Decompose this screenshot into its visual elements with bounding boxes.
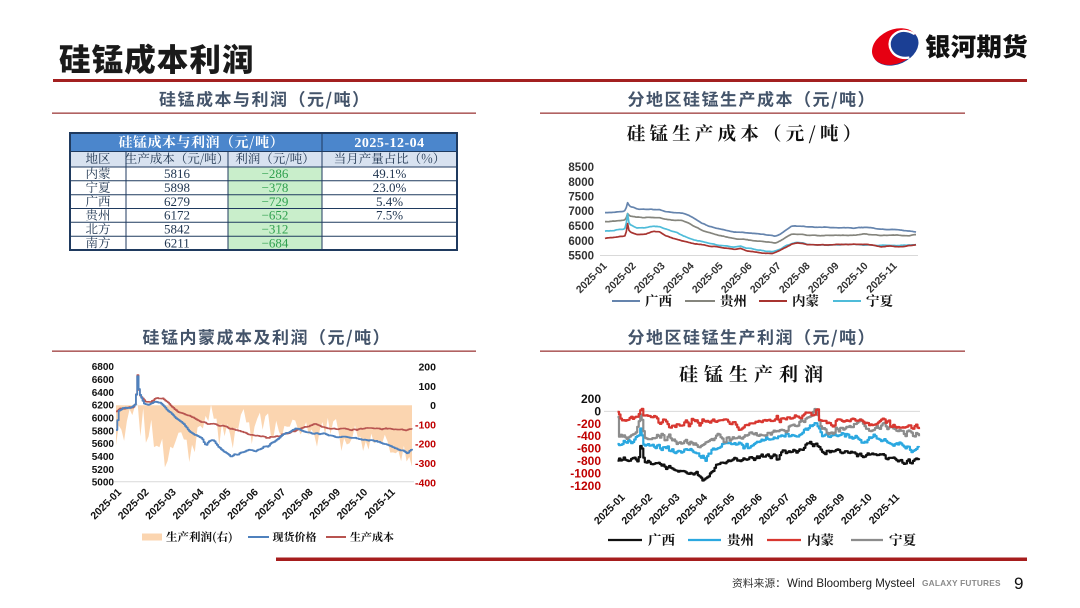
svg-text:−312: −312 — [262, 221, 289, 236]
svg-text:200: 200 — [418, 362, 436, 374]
svg-text:6200: 6200 — [92, 401, 115, 412]
svg-text:2025-11: 2025-11 — [867, 491, 902, 526]
svg-text:-400: -400 — [577, 429, 601, 443]
svg-text:5800: 5800 — [92, 426, 115, 437]
svg-text:5200: 5200 — [92, 465, 115, 476]
svg-text:9: 9 — [1014, 574, 1023, 593]
svg-text:Wind Bloomberg Mysteel: Wind Bloomberg Mysteel — [787, 578, 915, 590]
svg-text:100: 100 — [418, 381, 436, 393]
svg-text:5816: 5816 — [164, 166, 191, 181]
svg-text:-300: -300 — [415, 458, 436, 470]
svg-text:2025-09: 2025-09 — [806, 260, 842, 296]
svg-text:7.5%: 7.5% — [376, 208, 403, 223]
svg-text:2025-06: 2025-06 — [719, 260, 755, 296]
svg-text:−378: −378 — [262, 180, 289, 195]
svg-text:2025-11: 2025-11 — [864, 260, 899, 295]
svg-text:5500: 5500 — [568, 251, 594, 263]
svg-text:2025-05: 2025-05 — [690, 260, 726, 296]
svg-text:6000: 6000 — [568, 236, 594, 248]
svg-text:2025-01: 2025-01 — [574, 260, 610, 296]
svg-text:6172: 6172 — [164, 208, 190, 223]
svg-text:2025-02: 2025-02 — [603, 260, 639, 296]
svg-text:6800: 6800 — [92, 362, 115, 373]
svg-text:2025-04: 2025-04 — [661, 260, 697, 296]
svg-text:23.0%: 23.0% — [373, 180, 407, 195]
svg-text:2025-12-04: 2025-12-04 — [354, 136, 424, 151]
svg-text:−652: −652 — [262, 208, 289, 223]
svg-text:7000: 7000 — [568, 206, 594, 218]
svg-text:5000: 5000 — [92, 478, 115, 489]
svg-text:GALAXY FUTURES: GALAXY FUTURES — [922, 578, 1001, 588]
svg-text:6000: 6000 — [92, 414, 115, 425]
svg-text:6500: 6500 — [568, 221, 594, 233]
svg-text:8000: 8000 — [568, 177, 594, 189]
svg-text:2025-10: 2025-10 — [835, 260, 871, 296]
svg-text:−286: −286 — [262, 166, 289, 181]
svg-text:5400: 5400 — [92, 452, 115, 463]
svg-text:-600: -600 — [577, 442, 601, 456]
svg-text:0: 0 — [430, 400, 436, 412]
svg-text:-800: -800 — [577, 454, 601, 468]
svg-text:-400: -400 — [415, 477, 436, 489]
svg-text:5898: 5898 — [164, 180, 190, 195]
svg-text:2025-07: 2025-07 — [748, 260, 784, 296]
svg-text:2025-11: 2025-11 — [362, 486, 397, 521]
svg-text:6279: 6279 — [164, 194, 190, 209]
svg-text:2025-03: 2025-03 — [632, 260, 668, 296]
svg-text:−729: −729 — [262, 194, 289, 209]
svg-text:6211: 6211 — [164, 235, 190, 250]
svg-text:-200: -200 — [577, 417, 601, 431]
svg-text:200: 200 — [581, 392, 601, 406]
svg-text:-100: -100 — [415, 420, 436, 432]
svg-text:8500: 8500 — [568, 162, 594, 174]
svg-text:49.1%: 49.1% — [373, 166, 407, 181]
svg-text:7500: 7500 — [568, 192, 594, 204]
svg-text:-1000: -1000 — [570, 466, 601, 480]
svg-text:-200: -200 — [415, 439, 436, 451]
svg-text:−684: −684 — [262, 235, 289, 250]
svg-text:-1200: -1200 — [570, 479, 601, 493]
svg-text:0: 0 — [594, 404, 601, 418]
svg-text:5600: 5600 — [92, 439, 115, 450]
svg-text:5.4%: 5.4% — [376, 194, 403, 209]
svg-text:2025-08: 2025-08 — [777, 260, 813, 296]
svg-text:6600: 6600 — [92, 375, 115, 386]
svg-text:6400: 6400 — [92, 388, 115, 399]
svg-text:5842: 5842 — [164, 221, 190, 236]
